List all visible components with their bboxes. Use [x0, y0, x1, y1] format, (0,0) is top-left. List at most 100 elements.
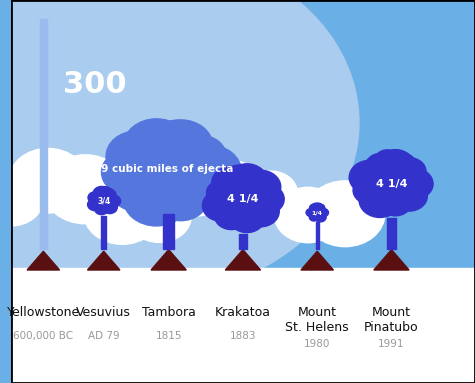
Circle shape — [242, 169, 267, 190]
Circle shape — [391, 181, 428, 211]
Text: 4 1/4: 4 1/4 — [376, 179, 407, 189]
Circle shape — [171, 174, 222, 216]
Circle shape — [317, 204, 324, 210]
Circle shape — [275, 187, 342, 243]
Circle shape — [202, 190, 240, 221]
Bar — [101, 216, 106, 249]
Circle shape — [154, 120, 198, 156]
Circle shape — [240, 170, 281, 204]
Text: 1883: 1883 — [230, 331, 256, 341]
Circle shape — [84, 180, 161, 244]
Circle shape — [106, 195, 121, 207]
Circle shape — [0, 38, 150, 345]
Polygon shape — [87, 251, 120, 270]
Text: 3/4: 3/4 — [97, 196, 110, 206]
Circle shape — [391, 154, 416, 174]
Circle shape — [95, 203, 108, 214]
Circle shape — [362, 160, 421, 208]
Text: Yellowstone: Yellowstone — [7, 306, 80, 319]
Circle shape — [93, 187, 110, 200]
Circle shape — [316, 204, 325, 212]
Circle shape — [102, 150, 157, 195]
Circle shape — [0, 0, 359, 295]
Text: AD 79: AD 79 — [88, 331, 120, 341]
Circle shape — [375, 150, 400, 170]
Text: 300: 300 — [63, 70, 126, 99]
Text: 19 cubic miles of ejecta: 19 cubic miles of ejecta — [95, 164, 234, 173]
Circle shape — [167, 126, 210, 161]
Circle shape — [102, 201, 117, 214]
Circle shape — [311, 204, 317, 210]
Circle shape — [396, 169, 433, 199]
Circle shape — [175, 135, 226, 177]
Polygon shape — [225, 250, 261, 270]
Text: 1980: 1980 — [304, 339, 331, 349]
Circle shape — [349, 160, 390, 195]
Circle shape — [91, 191, 116, 211]
Circle shape — [109, 166, 164, 211]
Circle shape — [127, 190, 191, 242]
Circle shape — [154, 176, 208, 221]
Circle shape — [319, 208, 329, 217]
Circle shape — [313, 203, 320, 209]
Text: Krakatoa: Krakatoa — [215, 306, 271, 319]
Circle shape — [210, 161, 257, 199]
Bar — [163, 214, 174, 249]
Circle shape — [123, 119, 190, 174]
Circle shape — [175, 145, 242, 200]
Text: Mount
St. Helens: Mount St. Helens — [285, 306, 349, 334]
Circle shape — [9, 148, 87, 213]
Polygon shape — [151, 250, 186, 270]
Circle shape — [118, 131, 219, 214]
Circle shape — [104, 188, 114, 197]
Circle shape — [106, 131, 167, 182]
Bar — [387, 218, 396, 249]
Text: 4 1/4: 4 1/4 — [227, 194, 259, 204]
Circle shape — [314, 212, 326, 222]
Circle shape — [214, 175, 272, 223]
Text: 1/4: 1/4 — [312, 210, 323, 215]
Circle shape — [0, 172, 43, 226]
Circle shape — [96, 187, 107, 195]
Circle shape — [229, 203, 265, 232]
Text: Tambora: Tambora — [142, 306, 196, 319]
Bar — [11, 268, 475, 383]
Circle shape — [244, 171, 297, 215]
Circle shape — [235, 165, 260, 186]
Circle shape — [218, 169, 244, 190]
Circle shape — [123, 171, 190, 226]
Circle shape — [247, 184, 284, 214]
Circle shape — [359, 183, 401, 218]
Polygon shape — [301, 251, 333, 270]
Circle shape — [392, 158, 426, 186]
Circle shape — [309, 213, 319, 221]
Circle shape — [127, 126, 170, 161]
Text: Mount
Pinatubo: Mount Pinatubo — [364, 306, 419, 334]
Circle shape — [380, 189, 411, 216]
Circle shape — [88, 192, 102, 203]
Circle shape — [212, 167, 251, 199]
Bar — [239, 234, 247, 249]
Bar — [315, 222, 319, 249]
Circle shape — [0, 0, 289, 318]
Circle shape — [364, 154, 396, 180]
Circle shape — [226, 165, 251, 186]
Circle shape — [149, 120, 213, 173]
Polygon shape — [374, 250, 409, 270]
Circle shape — [310, 204, 319, 212]
Circle shape — [140, 120, 183, 156]
Circle shape — [367, 154, 392, 174]
Circle shape — [242, 196, 279, 227]
Polygon shape — [27, 251, 59, 270]
Text: 600,000 BC: 600,000 BC — [13, 331, 74, 341]
Circle shape — [104, 190, 116, 200]
Circle shape — [227, 164, 267, 197]
Circle shape — [309, 206, 325, 219]
Circle shape — [306, 209, 315, 216]
Circle shape — [377, 150, 414, 181]
Text: Vesuvius: Vesuvius — [76, 306, 131, 319]
Circle shape — [353, 177, 387, 204]
Circle shape — [94, 188, 104, 197]
Bar — [40, 19, 47, 249]
Circle shape — [214, 201, 248, 229]
